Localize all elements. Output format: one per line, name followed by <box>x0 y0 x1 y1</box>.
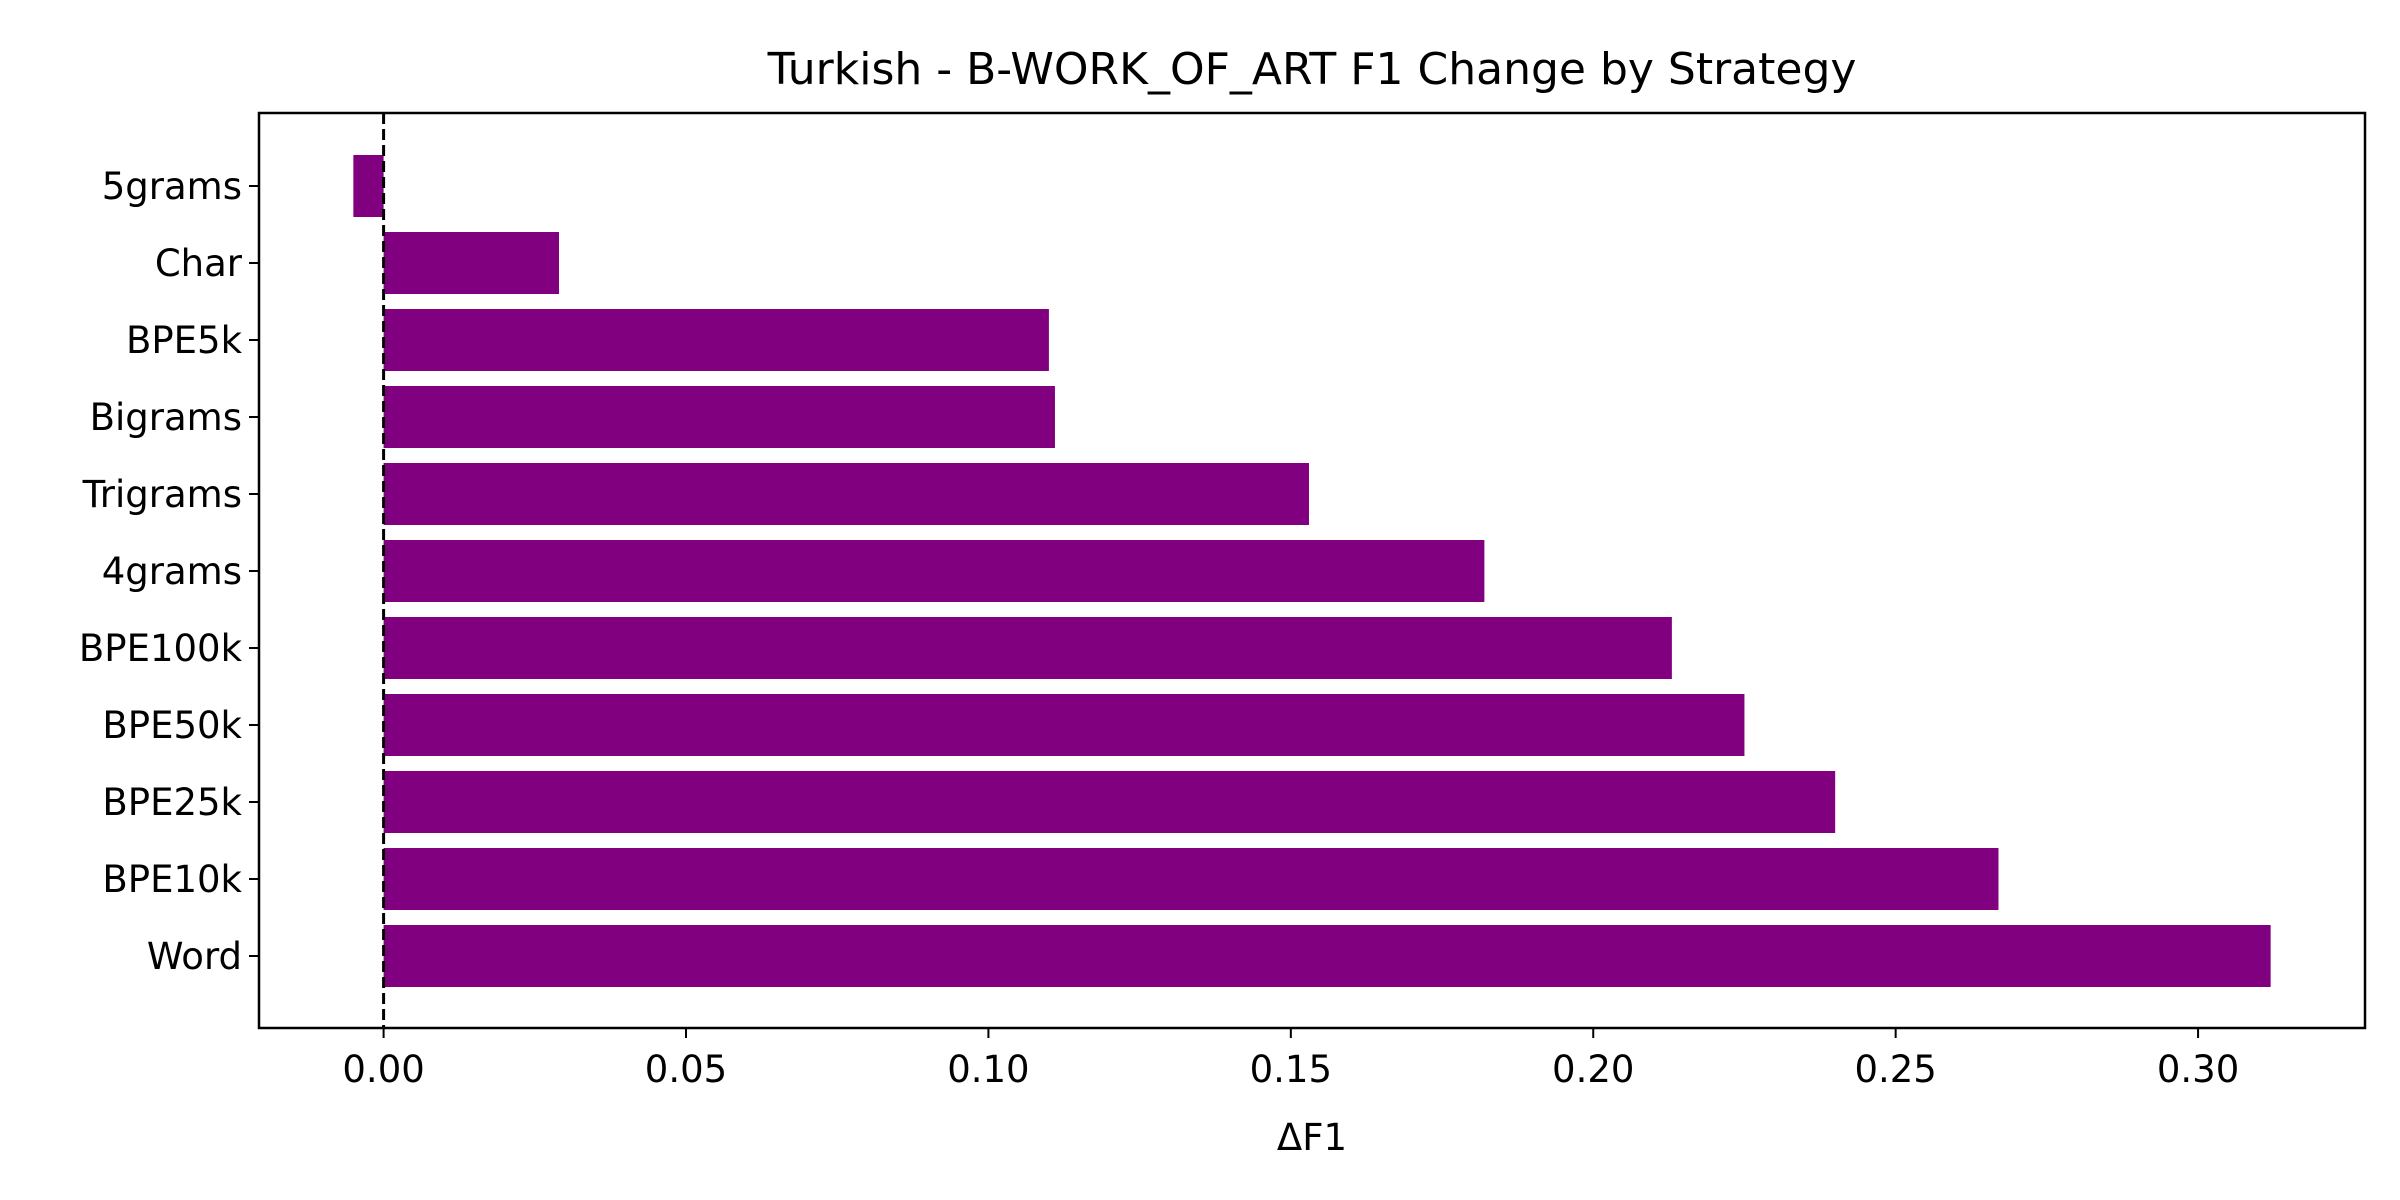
y-tick-label: BPE100k <box>79 627 243 670</box>
bar-5grams <box>353 155 384 217</box>
x-tick-label: 0.15 <box>1250 1048 1332 1091</box>
y-tick-label: Char <box>155 242 243 285</box>
bar-word <box>383 925 2271 987</box>
x-tick-label: 0.25 <box>1854 1048 1936 1091</box>
x-axis-ticks: 0.00 0.05 0.10 0.15 0.20 0.25 0.30 <box>342 1028 2239 1091</box>
y-axis-ticks: 5grams Char BPE5k Bigrams Trigrams 4grams BPE1… <box>79 165 259 978</box>
bar-char <box>383 232 559 294</box>
y-tick-label: Word <box>147 935 242 978</box>
x-tick-label: 0.30 <box>2157 1048 2239 1091</box>
y-tick-label: Bigrams <box>90 396 242 439</box>
x-tick-label: 0.10 <box>947 1048 1029 1091</box>
y-tick-label: BPE10k <box>102 858 242 901</box>
bar-bigrams <box>383 386 1055 448</box>
bar-bpe25k <box>383 771 1836 833</box>
bar-bpe50k <box>383 694 1745 756</box>
bar-trigrams <box>383 463 1309 525</box>
y-tick-label: Trigrams <box>82 473 242 516</box>
x-tick-label: 0.00 <box>342 1048 424 1091</box>
bar-bpe10k <box>383 848 1999 910</box>
bar-bpe100k <box>383 617 1672 679</box>
x-tick-label: 0.20 <box>1552 1048 1634 1091</box>
x-tick-label: 0.05 <box>645 1048 727 1091</box>
bar-bpe5k <box>383 309 1049 371</box>
y-tick-label: BPE25k <box>102 781 242 824</box>
chart-title: Turkish - B-WORK_OF_ART F1 Change by Str… <box>767 44 1857 95</box>
bars-group <box>353 155 2271 987</box>
bar-4grams <box>383 540 1485 602</box>
y-tick-label: BPE50k <box>102 704 242 747</box>
y-tick-label: 5grams <box>102 165 242 208</box>
x-axis-label: ΔF1 <box>1277 1116 1347 1159</box>
y-tick-label: 4grams <box>102 550 242 593</box>
y-tick-label: BPE5k <box>126 319 243 362</box>
